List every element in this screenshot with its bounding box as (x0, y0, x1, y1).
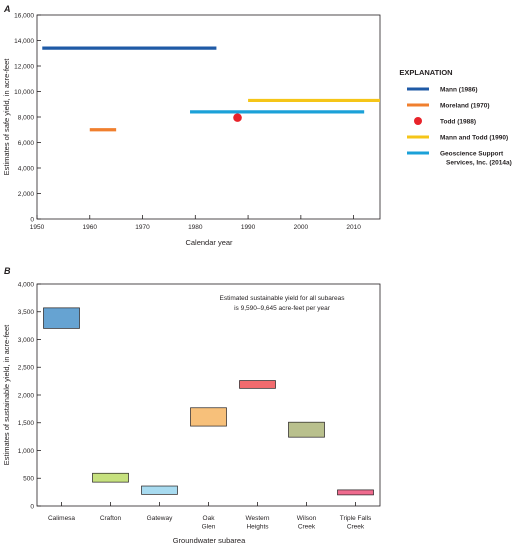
panel-b-y-axis-label: Estimates of sustainable yield, in acre-… (2, 324, 11, 465)
panel-b-y-tick-label: 1,500 (18, 420, 35, 427)
panel-b-x-axis: Calimesa Crafton Gateway Oak Glen Western Heig… (48, 502, 372, 531)
legend: Mann (1986) Moreland (1970) Todd (1988) Man… (407, 86, 512, 166)
panel-a-x-tick-label: 1990 (241, 224, 256, 231)
panel-b-range-bar-6 (337, 489, 374, 496)
panel-b-category-label-1: Crafton (100, 515, 122, 522)
panel-b-range-bar-4 (239, 380, 276, 389)
panel-a-x-axis-label: Calendar year (185, 238, 233, 247)
panel-b-range-bar-3 (190, 407, 227, 427)
panel-b-y-axis: 0 500 1,000 1,500 2,000 2,500 3,000 3,500 4,000 (18, 281, 41, 510)
panel-b-y-tick-label: 4,000 (18, 281, 35, 288)
panel-b-category-label-5: Creek (298, 524, 316, 531)
panel-b-category-label-4: Western (245, 515, 269, 522)
panel-b-category-label-2: Gateway (147, 515, 173, 522)
panel-b-category-label-4: Heights (246, 524, 269, 531)
panel-a-x-tick-label: 2010 (346, 224, 361, 231)
panel-b-y-tick-label: 3,000 (18, 337, 35, 344)
panel-a-plot-frame (36, 14, 381, 220)
panel-a-x-tick-label: 1960 (83, 224, 98, 231)
panel-b-category-label-3: Oak (203, 515, 216, 522)
panel-b-y-tick-label: 3,500 (18, 309, 35, 316)
panel-a-x-tick-label: 2000 (294, 224, 309, 231)
panel-b-bars (43, 307, 374, 496)
panel-b-x-axis-label: Groundwater subarea (173, 536, 246, 545)
panel-b-category-label-6: Triple Falls (340, 515, 372, 522)
panel-b-plot-frame (36, 283, 381, 507)
panel-a-y-tick-label: 6,000 (18, 140, 35, 147)
panel-a-x-tick-label: 1950 (30, 224, 45, 231)
legend-swatch-2 (414, 117, 422, 125)
legend-label-0: Mann (1986) (440, 86, 478, 93)
panel-a-series (42, 46, 380, 132)
panel-a-label: A (3, 4, 11, 14)
panel-a-y-tick-label: 4,000 (18, 165, 35, 172)
panel-a-x-tick-label: 1980 (188, 224, 203, 231)
panel-b-range-bar-5 (288, 421, 325, 438)
panel-b-annotation-line-1: Estimated sustainable yield for all suba… (219, 295, 345, 302)
panel-a-x-tick-label: 1970 (135, 224, 150, 231)
panel-b-annotation-line-2: is 9,590–9,645 acre-feet per year (234, 305, 331, 312)
panel-a-y-axis: 0 2,000 4,000 6,000 8,000 10,000 12,000 14,000 1… (14, 12, 41, 223)
panel-b-y-tick-label: 2,000 (18, 392, 35, 399)
panel-a-y-tick-label: 12,000 (14, 63, 34, 70)
panel-b-category-label-3: Glen (202, 524, 216, 531)
legend-label-3: Mann and Todd (1990) (440, 134, 508, 141)
panel-a-x-axis: 1950 1960 1970 1980 1990 2000 2010 (30, 215, 361, 231)
panel-b-y-tick-label: 2,500 (18, 365, 35, 372)
panel-b-range-bar-2 (141, 485, 178, 495)
panel-b-range-bar-1 (92, 472, 129, 483)
panel-a-y-tick-label: 16,000 (14, 12, 34, 19)
panel-b-label: B (4, 266, 11, 276)
legend-label-1: Moreland (1970) (440, 102, 490, 109)
legend-title: EXPLANATION (399, 68, 452, 77)
panel-a-series-point-2 (233, 113, 242, 122)
legend-label-2: Todd (1988) (440, 118, 476, 125)
panel-a-y-tick-label: 2,000 (18, 191, 35, 198)
legend-label-4: Services, Inc. (2014a) (446, 159, 512, 166)
panel-b-category-label-6: Creek (347, 524, 365, 531)
panel-b-y-tick-label: 0 (30, 503, 34, 510)
panel-a-y-tick-label: 8,000 (18, 114, 35, 121)
panel-b-category-label-5: Wilson (297, 515, 317, 522)
panel-a-y-tick-label: 0 (30, 216, 34, 223)
panel-b-category-label-0: Calimesa (48, 515, 75, 522)
panel-b-y-tick-label: 500 (23, 476, 34, 483)
panel-a-y-axis-label: Estimates of safe yield, in acre-feet (2, 58, 11, 176)
panel-b-y-tick-label: 1,000 (18, 448, 35, 455)
panel-b-range-bar-0 (43, 307, 80, 329)
legend-label-4: Geoscience Support (440, 150, 504, 157)
panel-a-y-tick-label: 14,000 (14, 38, 34, 45)
panel-a-y-tick-label: 10,000 (14, 89, 34, 96)
